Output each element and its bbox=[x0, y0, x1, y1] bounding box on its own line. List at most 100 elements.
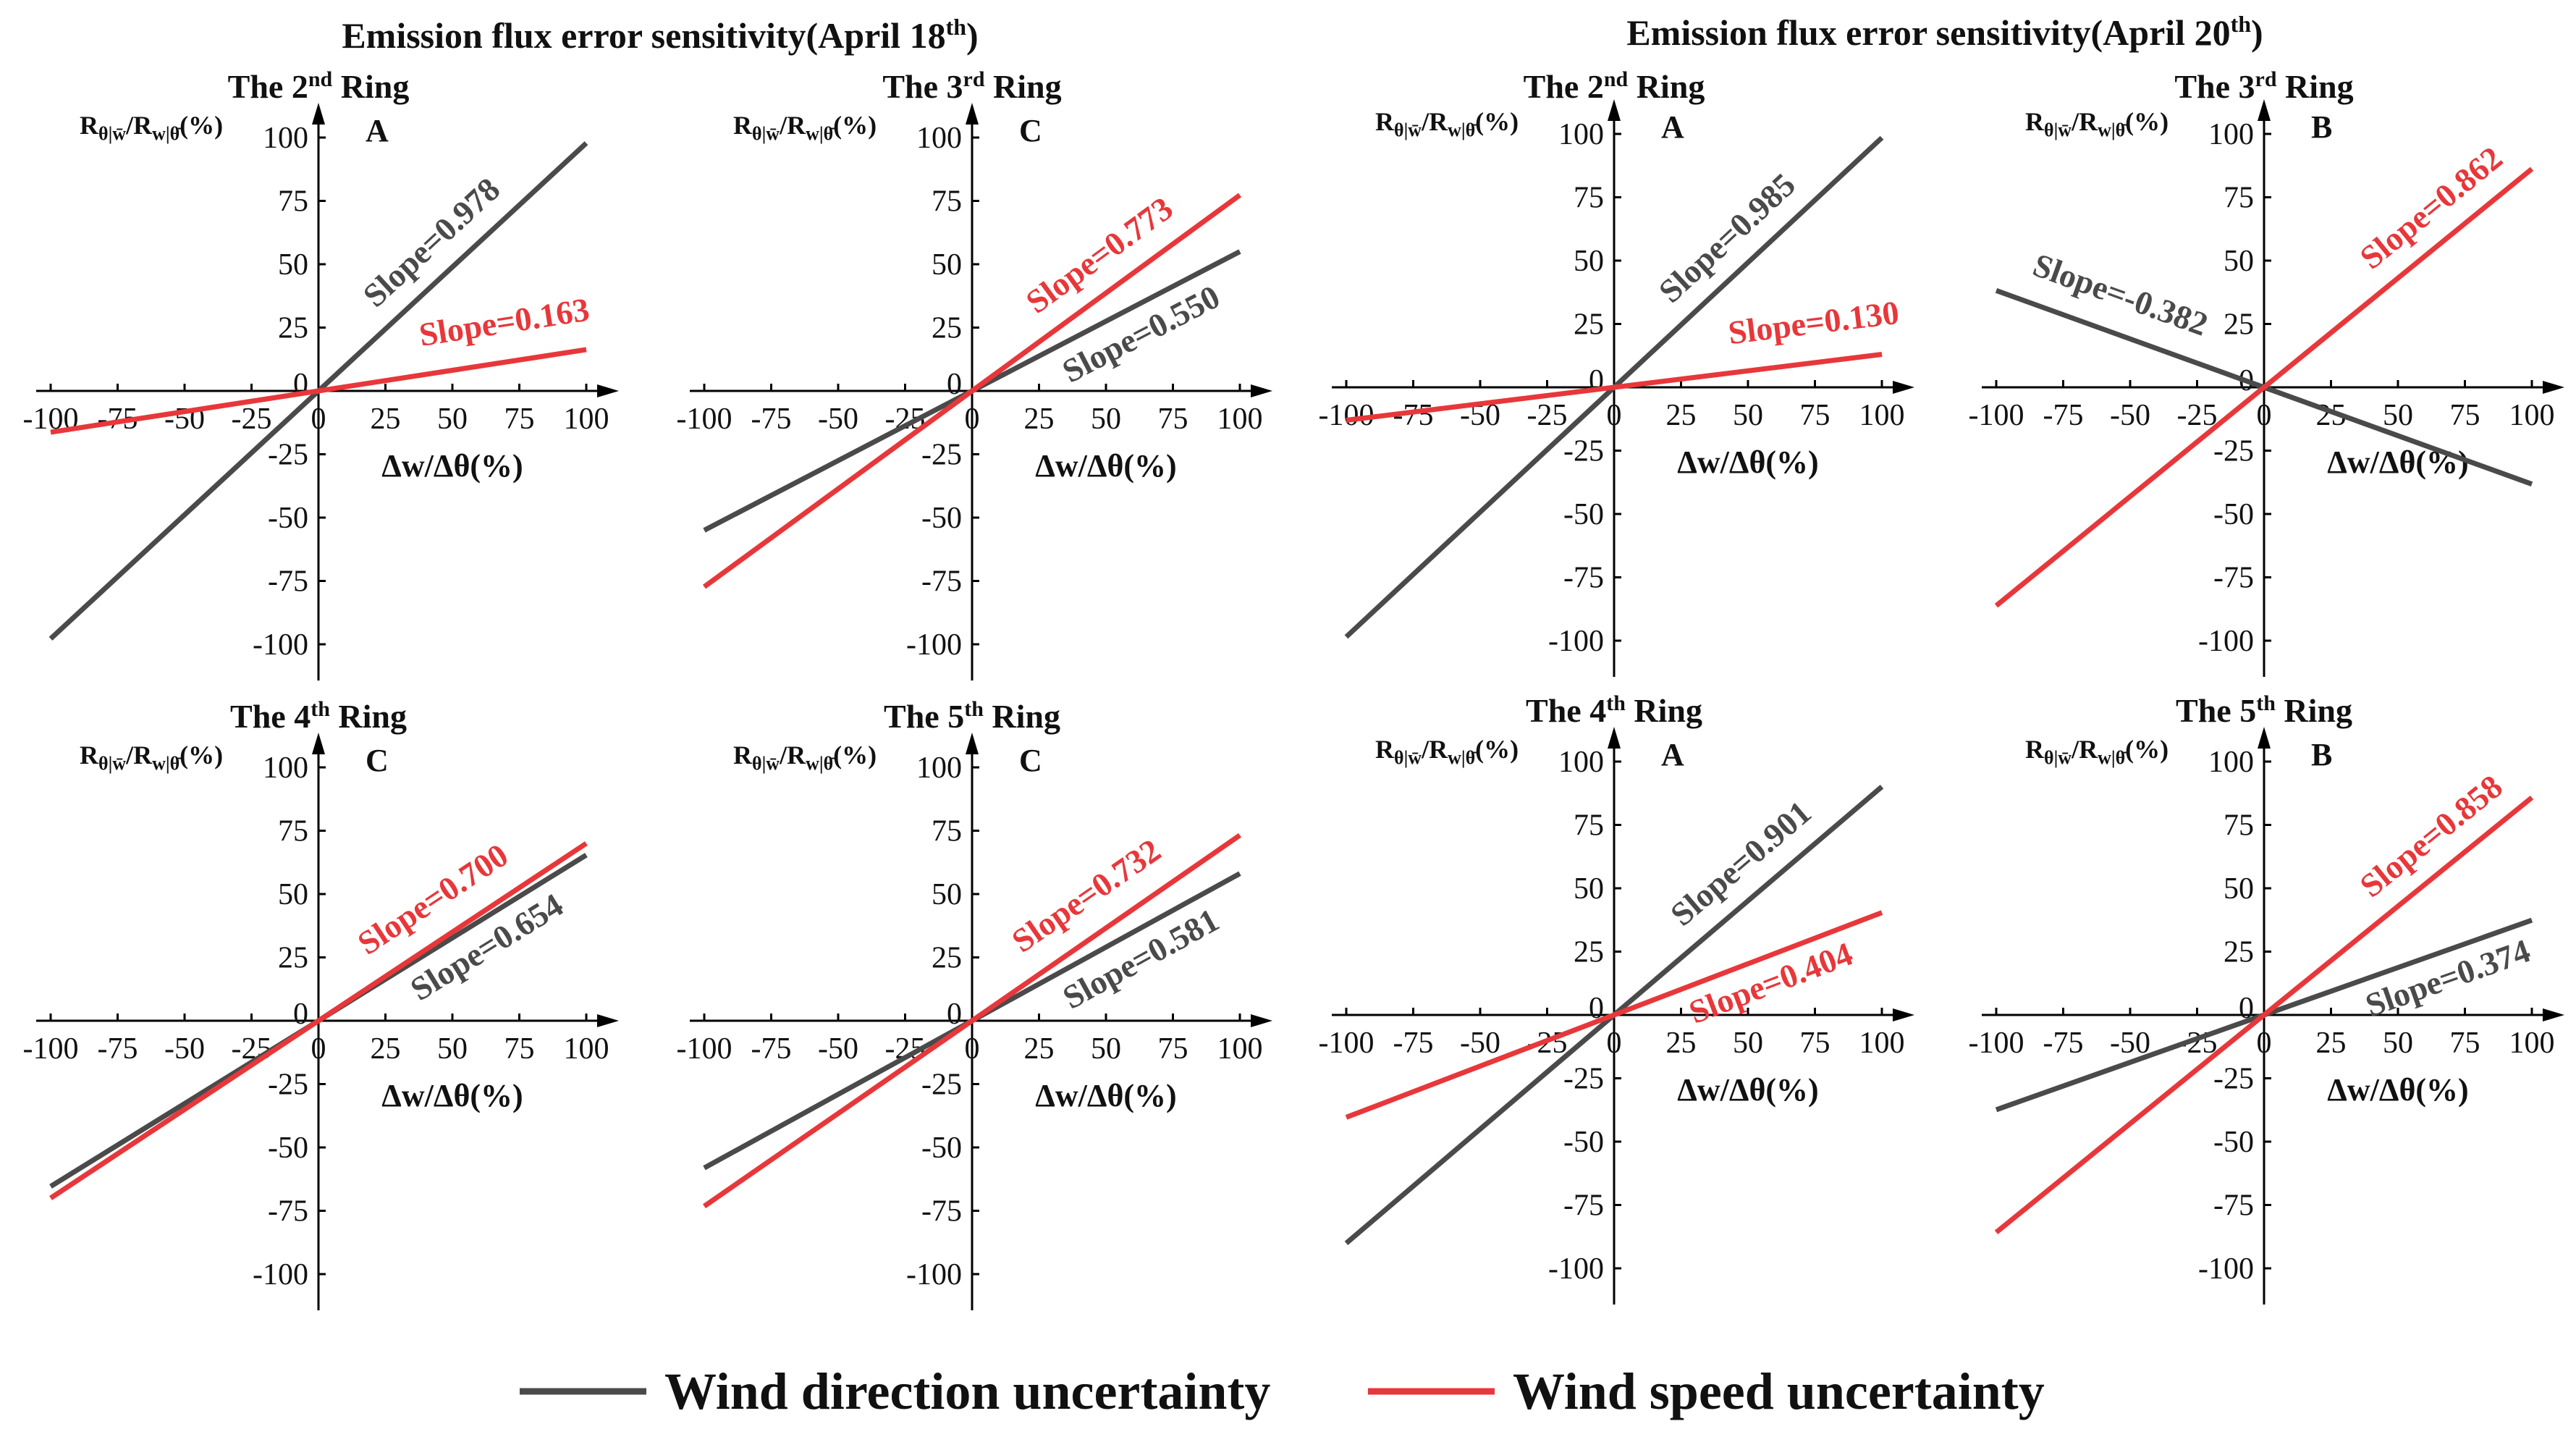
y-tick-label: 0 bbox=[947, 368, 962, 401]
y-axis-arrow bbox=[1608, 727, 1621, 749]
x-tick-label: -100 bbox=[677, 403, 732, 436]
y-tick-label: 75 bbox=[2224, 809, 2254, 843]
x-tick-label: -100 bbox=[1969, 399, 2024, 432]
section-title-april-20: Emission flux error sensitivity(April 20… bbox=[1626, 11, 2263, 53]
y-axis-arrow bbox=[312, 733, 325, 754]
panel-letter: A bbox=[1661, 737, 1684, 772]
panel-letter: B bbox=[2311, 737, 2332, 772]
y-tick-label: 50 bbox=[1574, 872, 1604, 906]
x-axis-label: Δw/Δθ(%) bbox=[381, 448, 523, 484]
x-tick-label: -100 bbox=[23, 1032, 79, 1066]
x-tick-label: -50 bbox=[818, 403, 858, 436]
x-tick-label: -75 bbox=[98, 1032, 138, 1066]
panel-title: The 2nd Ring bbox=[1524, 67, 1705, 105]
y-tick-label: -25 bbox=[1563, 435, 1604, 468]
y-tick-label: -75 bbox=[268, 565, 308, 599]
y-tick-label: -50 bbox=[268, 1132, 308, 1165]
y-tick-label: 50 bbox=[932, 248, 962, 282]
x-tick-label: 75 bbox=[504, 1032, 535, 1066]
series-wind-speed-line bbox=[703, 833, 1241, 1209]
x-tick-label: 100 bbox=[564, 1032, 609, 1066]
x-axis-arrow bbox=[1251, 384, 1272, 397]
y-axis-arrow bbox=[966, 733, 979, 754]
x-tick-label: 25 bbox=[1024, 403, 1055, 436]
y-tick-label: -50 bbox=[1563, 498, 1604, 531]
series-wind-speed-line bbox=[49, 841, 588, 1200]
y-tick-label: -100 bbox=[253, 628, 308, 662]
y-axis-arrow bbox=[1608, 99, 1621, 121]
x-tick-label: 50 bbox=[437, 403, 468, 436]
x-tick-label: -50 bbox=[818, 1032, 858, 1066]
y-tick-label: -75 bbox=[2213, 1189, 2254, 1223]
panel-title: The 5th Ring bbox=[884, 697, 1060, 735]
x-tick-label: 25 bbox=[1666, 1027, 1697, 1060]
legend-wind-direction-label: Wind direction uncertainty bbox=[664, 1362, 1270, 1420]
y-axis-label: Rθ|w̄/Rw|θ̄(%) bbox=[80, 741, 223, 774]
x-axis-arrow bbox=[597, 384, 619, 397]
panel-title: The 2nd Ring bbox=[228, 67, 410, 105]
panel-title: The 3rd Ring bbox=[2174, 67, 2353, 105]
x-tick-label: -75 bbox=[2043, 1027, 2084, 1060]
y-tick-label: 0 bbox=[293, 998, 308, 1031]
y-tick-label: 75 bbox=[278, 815, 308, 848]
x-tick-label: -25 bbox=[2177, 399, 2218, 432]
x-axis-arrow bbox=[1893, 381, 1914, 394]
y-axis-arrow bbox=[2258, 727, 2271, 749]
y-tick-label: -25 bbox=[1563, 1063, 1604, 1096]
slope-label-wind-direction: Slope=-0.382 bbox=[2028, 246, 2213, 343]
y-tick-label: 75 bbox=[2224, 182, 2254, 215]
x-tick-label: 0 bbox=[1607, 399, 1622, 432]
x-tick-label: 0 bbox=[2257, 1027, 2272, 1060]
y-tick-label: -50 bbox=[1563, 1126, 1604, 1159]
x-tick-label: 50 bbox=[437, 1032, 468, 1066]
x-tick-label: 25 bbox=[1666, 399, 1697, 432]
y-tick-label: 25 bbox=[2224, 936, 2254, 969]
y-tick-label: 25 bbox=[932, 312, 962, 345]
slope-label-wind-direction: Slope=0.978 bbox=[356, 170, 507, 313]
y-tick-label: -25 bbox=[921, 439, 962, 472]
x-tick-label: 50 bbox=[2383, 399, 2413, 432]
y-axis-label: Rθ|w̄/Rw|θ̄(%) bbox=[733, 741, 877, 774]
y-tick-label: -50 bbox=[2213, 1126, 2254, 1159]
y-tick-label: 50 bbox=[2224, 245, 2254, 278]
panel-title: The 5th Ring bbox=[2176, 691, 2352, 729]
series-wind-speed-line bbox=[1346, 352, 1883, 423]
panel-letter: C bbox=[1019, 113, 1042, 148]
y-tick-label: -25 bbox=[268, 439, 308, 472]
y-tick-label: 75 bbox=[932, 815, 962, 848]
y-axis-label: Rθ|w̄/Rw|θ̄(%) bbox=[2025, 107, 2169, 140]
x-axis-label: Δw/Δθ(%) bbox=[2327, 444, 2468, 480]
series-wind-speed-line bbox=[1994, 167, 2534, 608]
x-tick-label: 50 bbox=[1733, 399, 1763, 432]
y-tick-label: 75 bbox=[1574, 182, 1604, 215]
y-tick-label: 75 bbox=[1574, 809, 1604, 843]
y-tick-label: -25 bbox=[268, 1069, 308, 1102]
panel-title: The 3rd Ring bbox=[882, 67, 1061, 105]
y-axis-label: Rθ|w̄/Rw|θ̄(%) bbox=[2025, 735, 2169, 768]
legend: Wind direction uncertainty Wind speed un… bbox=[520, 1362, 2045, 1420]
y-tick-label: 25 bbox=[1574, 936, 1604, 969]
panel-letter: A bbox=[366, 113, 389, 148]
y-tick-label: -50 bbox=[921, 1132, 962, 1165]
y-tick-label: 100 bbox=[2208, 118, 2254, 151]
x-tick-label: 50 bbox=[1733, 1027, 1763, 1060]
x-tick-label: 50 bbox=[2383, 1027, 2413, 1060]
y-tick-label: 50 bbox=[278, 878, 308, 911]
y-axis-label: Rθ|w̄/Rw|θ̄(%) bbox=[80, 111, 223, 144]
y-tick-label: 100 bbox=[916, 751, 962, 785]
y-tick-label: -50 bbox=[2213, 498, 2254, 531]
y-tick-label: -25 bbox=[2213, 435, 2254, 468]
y-tick-label: -75 bbox=[1563, 1189, 1604, 1223]
x-axis-label: Δw/Δθ(%) bbox=[1677, 444, 1818, 480]
legend-wind-speed-label: Wind speed uncertainty bbox=[1513, 1362, 2045, 1420]
y-tick-label: 25 bbox=[932, 942, 962, 975]
x-axis-label: Δw/Δθ(%) bbox=[381, 1078, 523, 1113]
y-tick-label: 100 bbox=[263, 122, 308, 155]
y-tick-label: -75 bbox=[268, 1195, 308, 1229]
y-tick-label: -50 bbox=[268, 502, 308, 535]
